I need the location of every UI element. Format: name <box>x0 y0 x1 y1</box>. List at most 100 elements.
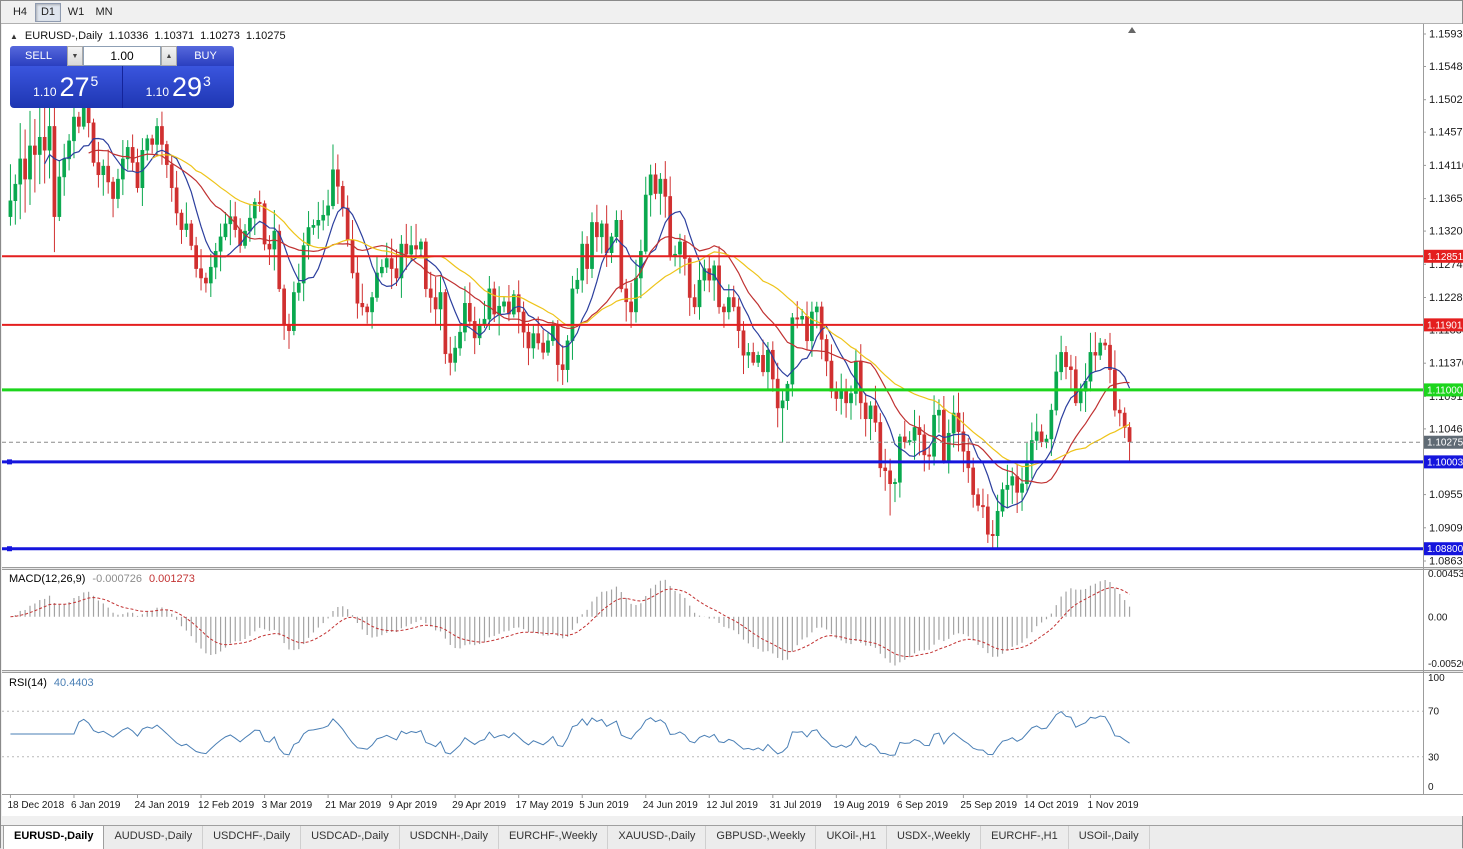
symbol-tab-usdcnh-daily[interactable]: USDCNH-,Daily <box>400 826 499 849</box>
symbol-tab-xauusd-daily[interactable]: XAUUSD-,Daily <box>608 826 707 849</box>
ohlc-low: 1.10273 <box>200 30 240 42</box>
chart-canvas[interactable]: 1.15930 1.15480 1.15020 1.14570 1.14110 1.136… <box>2 24 1463 816</box>
price-tick-label: 1.10460 <box>1429 423 1463 435</box>
panel-divider-macd[interactable] <box>2 567 1463 570</box>
rsi-name: RSI(14) <box>9 677 47 689</box>
price-divider <box>121 66 123 108</box>
spin-down-icon: ▼ <box>71 52 79 60</box>
ohlc-open: 1.10336 <box>108 30 149 42</box>
chart-background[interactable] <box>2 24 1463 816</box>
sell-price-button[interactable]: 1.10 27 5 <box>10 66 122 108</box>
symbol-tab-eurusd-daily[interactable]: EURUSD-,Daily <box>3 826 105 849</box>
price-level-line-1.12851[interactable]: 1.12851 <box>2 249 1463 263</box>
date-tick-label: 31 Jul 2019 <box>770 800 822 811</box>
rsi-axis-label: 70 <box>1428 707 1440 718</box>
price-tick-label: 1.09090 <box>1429 522 1463 534</box>
ohlc-high: 1.10371 <box>154 30 195 42</box>
panel-divider-rsi[interactable] <box>2 670 1463 673</box>
date-tick-label: 12 Jul 2019 <box>706 800 758 811</box>
sell-price-big: 27 <box>59 72 90 102</box>
volume-input[interactable] <box>83 46 161 66</box>
date-tick-label: 25 Sep 2019 <box>960 800 1017 811</box>
price-level-badge-label: 1.10003 <box>1427 457 1463 468</box>
price-level-line-1.08800[interactable]: 1.08800 <box>2 542 1463 556</box>
symbol-tab-eurchf-h1[interactable]: EURCHF-,H1 <box>981 826 1069 849</box>
price-level-badge <box>1424 383 1463 397</box>
symbol-tab-audusd-daily[interactable]: AUDUSD-,Daily <box>104 826 204 849</box>
macd-axis-label: 0.004536 <box>1428 569 1463 580</box>
date-tick-label: 14 Oct 2019 <box>1024 800 1079 811</box>
sell-price-prefix: 1.10 <box>33 85 57 99</box>
symbol-tab-eurchf-weekly[interactable]: EURCHF-,Weekly <box>499 826 609 849</box>
symbol-tab-usdcad-daily[interactable]: USDCAD-,Daily <box>301 826 400 849</box>
moving-average-line-slow <box>151 154 1130 468</box>
symbol-tab-usoil-daily[interactable]: USOil-,Daily <box>1069 826 1150 849</box>
price-level-badge-label: 1.11000 <box>1427 385 1463 396</box>
buy-price-big: 29 <box>172 72 203 102</box>
spin-up-icon: ▲ <box>165 52 173 60</box>
rsi-indicator-label: RSI(14) 40.4403 <box>9 677 94 689</box>
date-tick-label: 17 May 2019 <box>516 800 574 811</box>
rsi-value: 40.4403 <box>53 677 94 689</box>
price-axis-labels: 1.15930 1.15480 1.15020 1.14570 1.14110 1.136… <box>1423 29 1463 568</box>
price-tick-label: 1.09550 <box>1429 489 1463 501</box>
buy-price-prefix: 1.10 <box>145 85 169 99</box>
one-click-panel-toggle-icon[interactable]: ▲ <box>10 31 18 41</box>
symbol-tab-bar: EURUSD-,Daily AUDUSD-,Daily USDCHF-,Daily U… <box>1 825 1462 849</box>
chart-title-symbol: EURUSD-,Daily <box>24 30 103 42</box>
price-level-line-1.11901[interactable]: 1.11901 <box>2 318 1463 332</box>
volume-decrease-button[interactable]: ▼ <box>67 46 83 66</box>
price-level-line-1.10003[interactable]: 1.10003 <box>2 455 1463 469</box>
sell-button[interactable]: SELL <box>10 46 67 66</box>
macd-signal-line <box>10 587 1130 658</box>
one-click-trading-panel: SELL ▼ ▲ BUY 1.10 27 5 1.10 29 3 <box>10 46 234 108</box>
symbol-tab-gbpusd-weekly[interactable]: GBPUSD-,Weekly <box>706 826 817 849</box>
buy-price-button[interactable]: 1.10 29 3 <box>123 66 235 108</box>
price-level-badge-label: 1.12851 <box>1427 252 1463 263</box>
macd-signal-value: 0.001273 <box>148 573 195 585</box>
date-tick-label: 5 Jun 2019 <box>579 800 629 811</box>
price-level-badge <box>1424 318 1463 332</box>
rsi-line <box>10 710 1130 756</box>
timeframe-button-w1[interactable]: W1 <box>67 5 85 18</box>
rsi-guide-lines <box>2 710 1423 758</box>
timeframe-button-h4[interactable]: H4 <box>12 5 28 18</box>
price-level-line-1.11000[interactable]: 1.11000 <box>2 383 1463 397</box>
date-tick-label: 6 Sep 2019 <box>897 800 949 811</box>
bid-price-line: 1.10275 <box>2 435 1463 449</box>
buy-price-pips: 3 <box>203 72 211 89</box>
date-axis-labels: 18 Dec 2018 6 Jan 2019 24 Jan 2019 12 Feb 2… <box>7 795 1139 811</box>
chart-shift-marker-icon[interactable] <box>1128 27 1136 33</box>
price-tick-label: 1.15480 <box>1429 61 1463 73</box>
rsi-axis-label: 0 <box>1428 782 1434 793</box>
price-tick-label: 1.15930 <box>1429 29 1463 41</box>
date-tick-label: 29 Apr 2019 <box>452 800 506 811</box>
price-level-badge <box>1424 542 1463 556</box>
timeframe-button-d1[interactable]: D1 <box>35 2 61 22</box>
bid-price-badge-label: 1.10275 <box>1427 438 1463 449</box>
volume-increase-button[interactable]: ▲ <box>161 46 177 66</box>
price-level-badge <box>1424 455 1463 469</box>
price-tick-label: 1.12280 <box>1429 292 1463 304</box>
chart-title: ▲ EURUSD-,Daily 1.10336 1.10371 1.10273 … <box>10 30 286 42</box>
macd-axis-label: 0.00 <box>1428 612 1448 623</box>
macd-indicator-label: MACD(12,26,9) -0.000726 0.001273 <box>9 573 195 585</box>
price-tick-label: 1.14110 <box>1429 160 1463 172</box>
timeframe-button-mn[interactable]: MN <box>95 5 113 18</box>
line-handle[interactable] <box>7 546 12 552</box>
macd-axis-labels: 0.004536 0.00 -0.005205 <box>1428 569 1463 670</box>
symbol-tab-usdchf-daily[interactable]: USDCHF-,Daily <box>203 826 302 849</box>
line-handle[interactable] <box>7 459 12 465</box>
symbol-tab-ukoil-h1[interactable]: UKOil-,H1 <box>816 826 887 849</box>
moving-average-line-medium <box>88 149 1130 484</box>
axis-frame <box>2 24 1463 795</box>
buy-button[interactable]: BUY <box>177 46 234 66</box>
date-tick-label: 9 Apr 2019 <box>389 800 438 811</box>
rsi-axis-labels: 100 70 30 0 <box>1428 673 1445 793</box>
symbol-tab-usdx-weekly[interactable]: USDX-,Weekly <box>887 826 982 849</box>
date-tick-label: 1 Nov 2019 <box>1087 800 1139 811</box>
date-tick-label: 21 Mar 2019 <box>325 800 382 811</box>
price-tick-label: 1.13650 <box>1429 193 1463 205</box>
macd-name: MACD(12,26,9) <box>9 573 86 585</box>
